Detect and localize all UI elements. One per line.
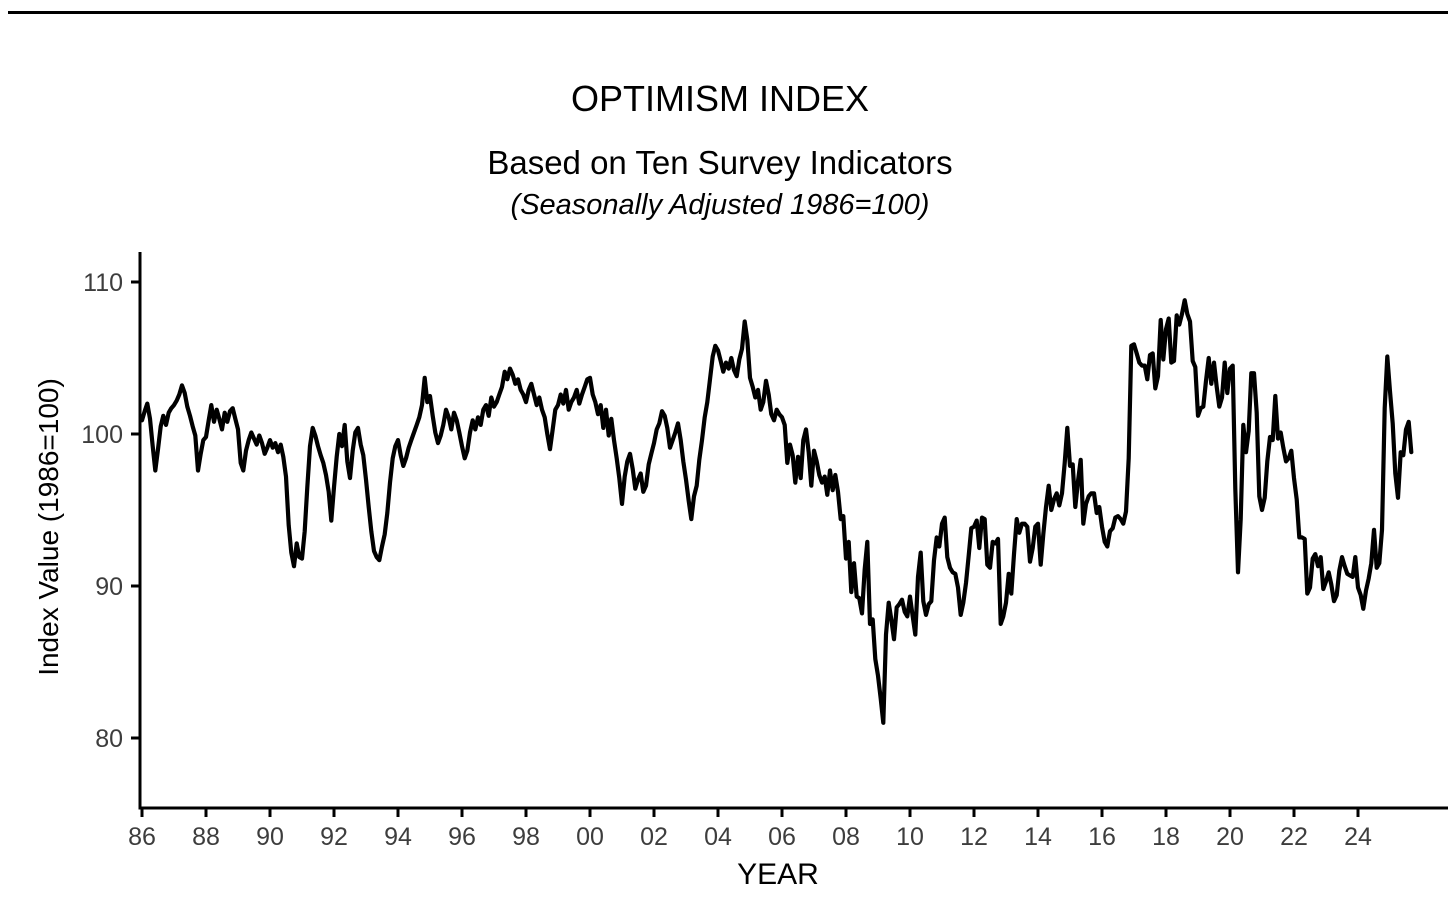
optimism-index-line [139,298,1414,725]
x-tick-label: 20 [1216,823,1244,851]
x-tick-label: 12 [960,823,988,851]
x-tick-label: 98 [512,823,540,851]
axis-ticks: 86 88 90 92 94 96 98 00 02 04 06 08 10 12 14 16 18 20 22 24… [81,269,1372,851]
x-tick-label: 14 [1024,823,1052,851]
chart-note: (Seasonally Adjusted 1986=100) [510,189,930,221]
x-tick-label: 22 [1280,823,1308,851]
chart-subtitle: Based on Ten Survey Indicators [487,144,953,181]
x-tick-label: 86 [128,823,156,851]
y-axis-title: Index Value (1986=100) [33,378,64,676]
x-tick-label: 92 [320,823,348,851]
x-tick-label: 04 [704,823,732,851]
x-tick-label: 88 [192,823,220,851]
x-tick-label: 94 [384,823,412,851]
y-tick-label: 80 [95,725,123,753]
x-tick-label: 10 [896,823,924,851]
y-tick-label: 100 [81,421,123,449]
axis-lines [138,252,1448,810]
x-tick-label: 24 [1344,823,1372,851]
x-tick-label: 06 [768,823,796,851]
x-tick-label: 08 [832,823,860,851]
top-divider-rule [8,11,1448,14]
x-axis-title: YEAR [737,858,819,891]
x-tick-label: 00 [576,823,604,851]
y-tick-label: 110 [83,269,123,297]
x-tick-label: 18 [1152,823,1180,851]
y-tick-label: 90 [95,573,123,601]
x-tick-label: 02 [640,823,668,851]
x-tick-label: 96 [448,823,476,851]
x-tick-label: 90 [256,823,284,851]
chart-title: OPTIMISM INDEX [570,78,870,119]
x-tick-label: 16 [1088,823,1116,851]
